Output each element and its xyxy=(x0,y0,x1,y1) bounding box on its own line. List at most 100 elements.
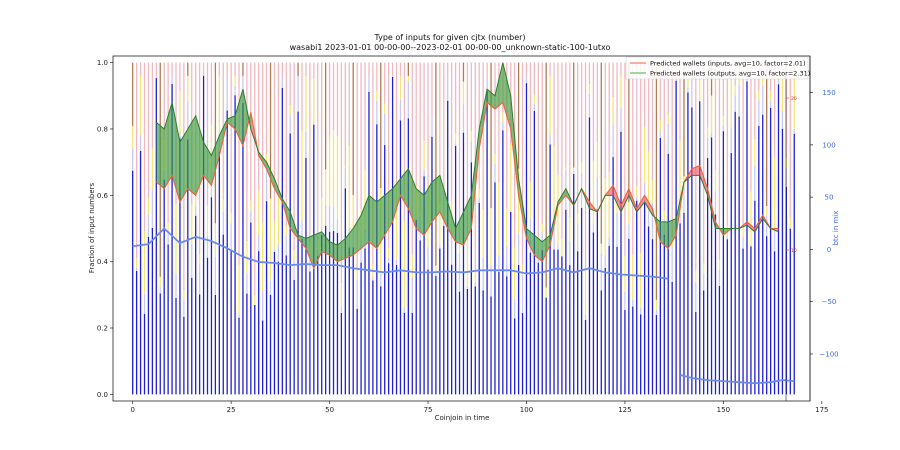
bar-segment xyxy=(336,232,339,395)
bar-segment xyxy=(502,112,504,123)
bar-segment xyxy=(742,227,744,238)
bar-segment xyxy=(352,62,354,196)
y2-tick-label: −50 xyxy=(822,298,837,306)
bar-segment xyxy=(309,271,311,395)
bar-segment xyxy=(659,120,662,131)
bar-segment xyxy=(439,62,441,205)
bar-segment xyxy=(490,62,492,209)
bar-segment xyxy=(183,300,185,317)
bar-segment xyxy=(478,188,480,199)
bar-segment xyxy=(628,62,630,202)
bar-segment xyxy=(230,251,232,395)
bar-segment xyxy=(474,269,476,284)
bar-segment xyxy=(171,62,173,76)
bar-segment xyxy=(793,128,795,134)
bar-segment xyxy=(600,290,602,395)
bar-segment xyxy=(321,62,323,198)
bar-segment xyxy=(549,62,551,76)
inner-tick-label: 20 xyxy=(791,96,797,102)
bar-segment xyxy=(132,170,134,395)
chart-title: Type of inputs for given cjtx (number) xyxy=(373,33,525,42)
bar-segment xyxy=(706,158,709,395)
bar-segment xyxy=(789,227,791,229)
bar-segment xyxy=(604,62,606,179)
bar-segment xyxy=(242,62,244,76)
bar-segment xyxy=(588,94,591,118)
fill-segment xyxy=(416,188,425,236)
bar-segment xyxy=(238,314,240,318)
fill-segment xyxy=(368,195,377,249)
bar-segment xyxy=(521,274,524,314)
bar-segment xyxy=(742,237,744,249)
bar-segment xyxy=(305,157,307,395)
y2-tick-label: 150 xyxy=(822,89,835,97)
bar-segment xyxy=(730,127,732,154)
bar-segment xyxy=(651,179,654,203)
bar-segment xyxy=(738,75,740,85)
bar-segment xyxy=(746,81,748,395)
bar-segment xyxy=(494,182,496,395)
bar-segment xyxy=(604,267,606,395)
fill-segment xyxy=(620,188,629,212)
bar-segment xyxy=(612,97,614,125)
fill-segment xyxy=(526,228,535,256)
bar-segment xyxy=(517,62,520,169)
bar-segment xyxy=(143,231,146,294)
bar-segment xyxy=(391,76,394,395)
bar-segment xyxy=(604,178,606,256)
bar-segment xyxy=(372,276,374,281)
bar-segment xyxy=(766,216,768,237)
bar-segment xyxy=(766,206,768,217)
bar-segment xyxy=(222,199,224,212)
bar-segment xyxy=(592,232,595,395)
bar-segment xyxy=(317,62,319,240)
fill-segment xyxy=(660,221,669,249)
bar-segment xyxy=(730,75,732,128)
bar-segment xyxy=(454,145,457,395)
bar-segment xyxy=(454,143,457,146)
bar-segment xyxy=(628,224,630,239)
bar-segment xyxy=(451,264,453,395)
x-axis-label: Coinjoin in time xyxy=(435,414,490,422)
bar-segment xyxy=(356,62,358,270)
bar-segment xyxy=(490,296,492,395)
bar-segment xyxy=(714,62,717,170)
bar-segment xyxy=(301,238,303,395)
bar-segment xyxy=(230,62,232,214)
bar-segment xyxy=(718,285,721,395)
bar-segment xyxy=(218,62,220,76)
bar-segment xyxy=(179,62,181,92)
bar-segment xyxy=(781,128,784,395)
bar-segment xyxy=(569,265,571,395)
bar-segment xyxy=(667,153,669,395)
bar-segment xyxy=(376,100,378,125)
bar-segment xyxy=(643,126,646,183)
bar-segment xyxy=(167,230,169,245)
bar-segment xyxy=(703,273,705,291)
bar-segment xyxy=(663,234,665,395)
y2-tick-label: 50 xyxy=(825,194,834,202)
bar-segment xyxy=(486,62,488,76)
bar-segment xyxy=(466,288,469,395)
bar-segment xyxy=(758,90,760,101)
bar-segment xyxy=(179,138,181,395)
bar-segment xyxy=(281,87,283,395)
bar-segment xyxy=(395,62,398,184)
x-tick-label: 150 xyxy=(717,406,730,414)
bar-segment xyxy=(293,62,295,251)
bar-segment xyxy=(573,170,575,174)
bar-segment xyxy=(710,137,713,395)
bar-segment xyxy=(506,246,508,277)
bar-segment xyxy=(706,127,709,138)
bar-segment xyxy=(202,75,205,395)
bar-segment xyxy=(265,154,268,165)
bar-segment xyxy=(368,62,370,76)
bar-segment xyxy=(454,133,457,144)
bar-segment xyxy=(466,286,469,289)
bar-segment xyxy=(474,286,476,395)
bar-segment xyxy=(506,209,508,247)
fill-segment xyxy=(179,128,188,202)
bar-segment xyxy=(135,270,138,395)
fill-segment xyxy=(691,165,700,176)
bar-segment xyxy=(529,62,532,183)
